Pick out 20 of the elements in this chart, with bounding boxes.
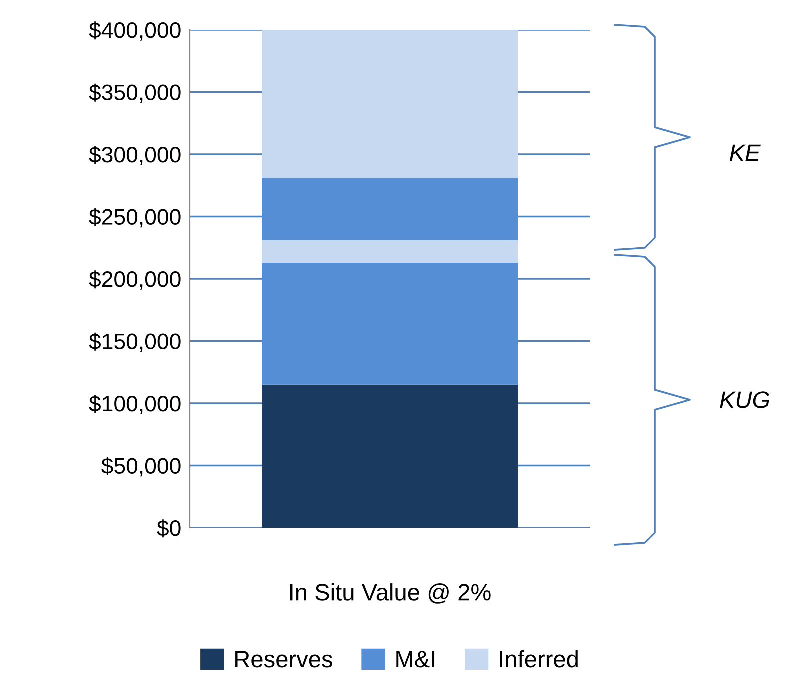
legend-label: Inferred	[500, 650, 578, 668]
y-tick-label: $300,000	[89, 146, 181, 166]
bar	[262, 262, 518, 385]
y-tick-label: $100,000	[89, 395, 181, 414]
bar	[262, 240, 518, 263]
text: KE	[730, 144, 761, 162]
bar	[262, 30, 518, 178]
y-tick-label: $350,000	[89, 84, 181, 104]
legend-label: Reserves	[236, 651, 332, 668]
y-tick-label: $200,000	[89, 270, 181, 290]
y-tick-label: $0	[157, 520, 181, 538]
bar	[262, 384, 518, 528]
y-tick-label: $50,000	[102, 457, 181, 477]
text: KUG	[720, 392, 770, 408]
y-tick-label: $150,000	[89, 332, 181, 352]
y-tick-label: $250,000	[89, 208, 181, 228]
legend-label: M&I	[396, 651, 435, 668]
bar	[262, 178, 518, 240]
x-tick-label: In Situ Value @ 2%	[290, 584, 491, 604]
y-tick-label: $400,000	[89, 22, 181, 41]
